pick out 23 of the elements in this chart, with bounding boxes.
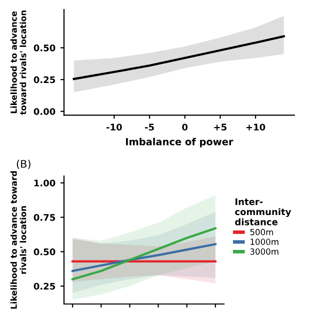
x-tick-label: +10: [246, 124, 266, 131]
y-tick-label: 0.75: [34, 214, 56, 221]
legend-label: 1000m: [250, 238, 278, 245]
x-tick-label: -5: [144, 124, 154, 131]
y-axis-title: Likelihood to advance toward rivals' location: [10, 10, 26, 115]
legend-title: Inter- community distance: [235, 198, 292, 226]
line-series: [72, 35, 285, 80]
y-tick-label: 0.50: [34, 248, 56, 256]
chart-title: (B): [16, 160, 30, 170]
y-tick-label: 1.00: [34, 180, 56, 186]
x-tick-label: 0: [182, 124, 188, 131]
x-axis-title: Imbalance of power: [126, 138, 234, 148]
y-tick-label: 0.25: [34, 282, 56, 290]
legend-label: 500m: [250, 228, 274, 236]
line-series: [71, 243, 217, 272]
y-tick-label: 0.00: [34, 108, 56, 115]
x-tick-label: +5: [214, 124, 226, 131]
y-axis-title: Likelihood to advance toward rivals' location: [10, 171, 26, 309]
line-series: [71, 227, 217, 280]
y-tick-label: 0.50: [34, 44, 56, 52]
legend-label: 3000m: [250, 248, 278, 255]
y-tick-label: 0.25: [34, 76, 56, 84]
x-tick-label: -10: [106, 124, 122, 131]
